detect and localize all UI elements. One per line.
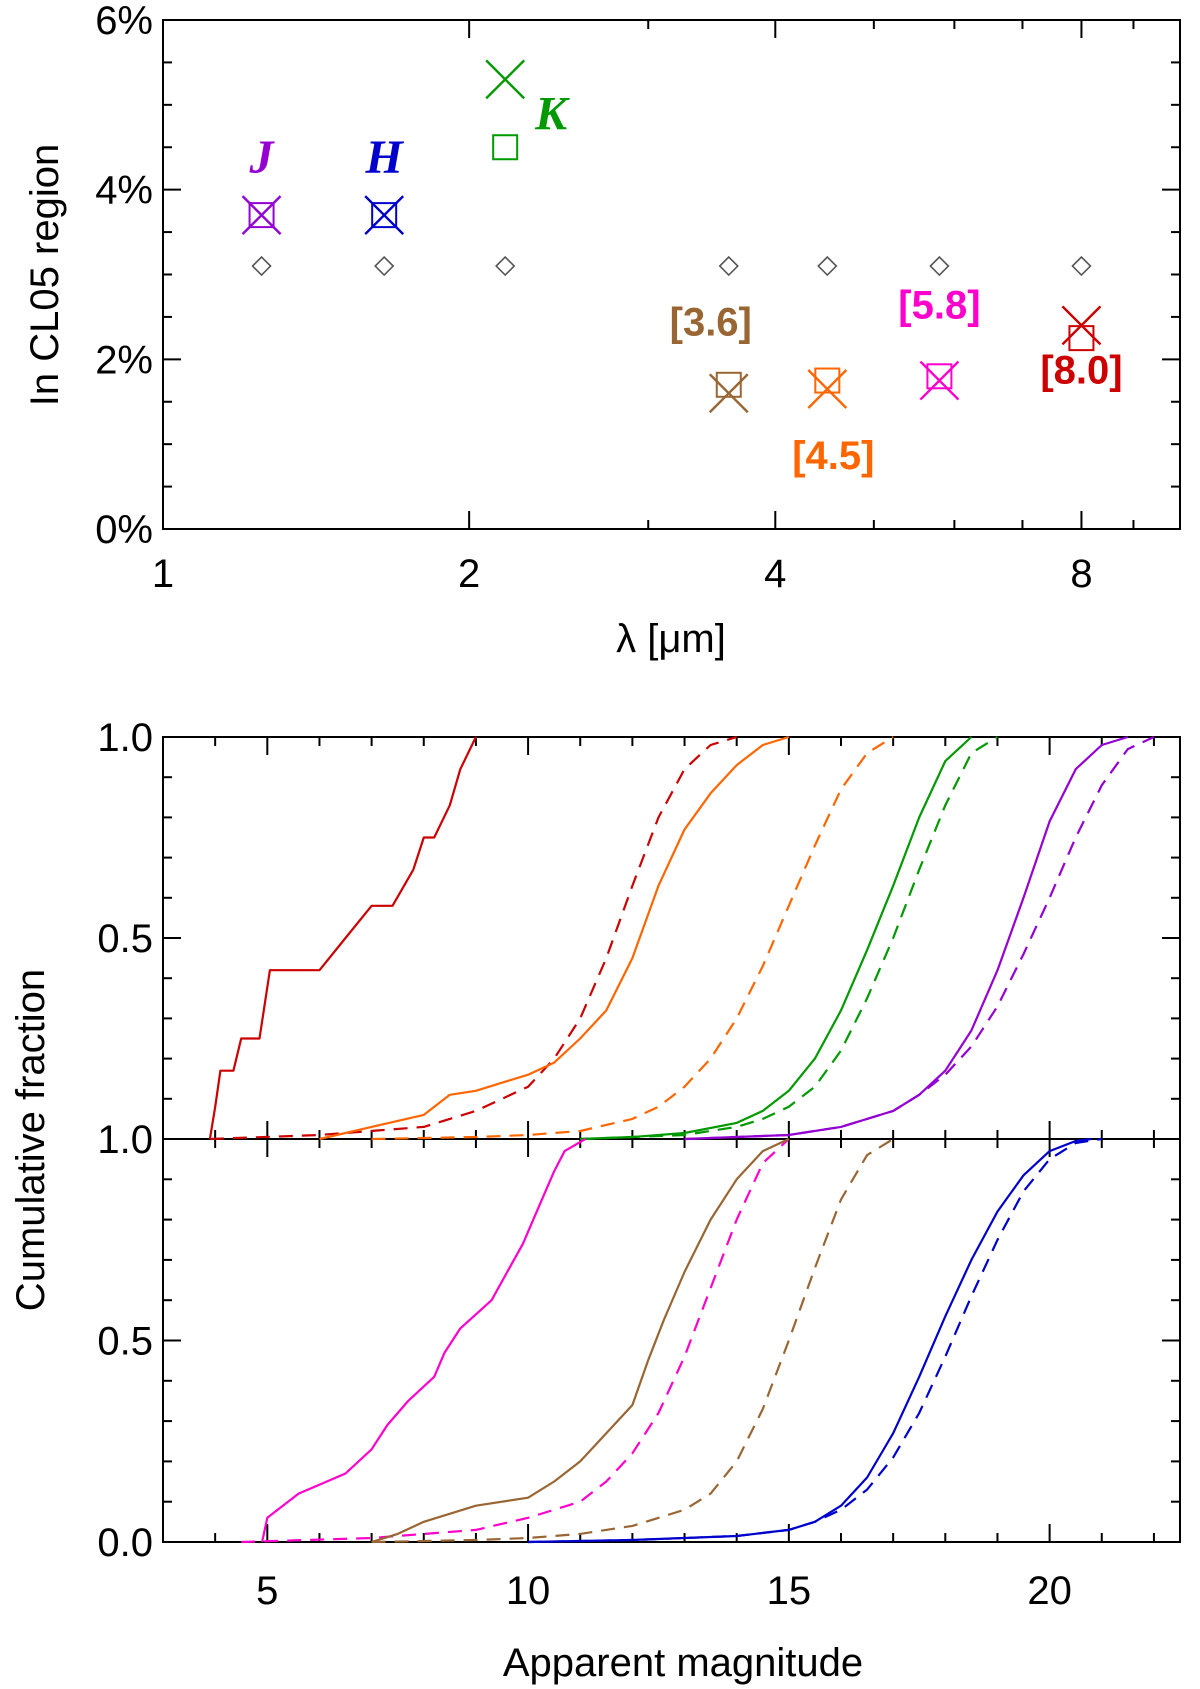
square-marker-45 [814,367,841,394]
top-axis-ticks [162,19,1180,530]
cumulative-fraction-panels: 0.5 1.0 0.0 0.5 1.0 5 10 15 20 Apparent magnitud… [9,716,1181,1685]
top-x-axis-title: λ [μm] [616,617,726,661]
cross-marker-58 [919,360,960,401]
bottom-x-axis-title: Apparent magnitude [503,1641,863,1685]
baseline-diamond-45 [817,255,838,277]
cdf-curve-45-field [371,736,894,1141]
top-plot-frame [162,19,1181,530]
cdf-axis-tick-labels: 0.5 1.0 0.0 0.5 1.0 5 10 15 20 [97,716,1071,1613]
cdf-curve-80-field [209,735,738,1141]
cross-marker-k [485,59,526,100]
bottom-y-axis-title: Cumulative fraction [9,969,53,1311]
top-y-axis-title: In CL05 region [23,144,67,406]
cdf-curve-45-cluster [319,735,790,1141]
bottom-x-tick-label: 20 [1027,1569,1072,1613]
band-label-j: J [249,131,276,184]
top-x-tick-label: 2 [458,552,480,596]
cdf-curve-80-cluster [208,736,477,1140]
cross-marker-45 [807,369,848,409]
lower-y-tick-label: 1.0 [97,1118,153,1162]
square-marker-36 [715,371,742,398]
cross-marker-80 [1061,305,1102,346]
band-label-36: [3.6] [670,300,752,344]
lower-y-tick-label: 0.0 [97,1521,153,1565]
cdf-curve-h-field [528,1137,1102,1544]
lower-y-tick-label: 0.5 [97,1320,153,1364]
baseline-diamond-36 [718,255,739,277]
band-label-45: [4.5] [792,434,874,478]
band-label-k: K [534,87,570,140]
band-label-58: [5.8] [898,284,980,328]
cdf-curve-58-field [241,1138,790,1544]
square-marker-j [248,202,275,229]
bottom-x-tick-label: 10 [506,1569,551,1613]
top-y-tick-label: 4% [95,169,153,213]
top-plot-markers: J H K [3.6] [4.5] [5.8] [8.0] [241,59,1123,478]
band-label-80: [8.0] [1040,348,1122,392]
cross-marker-j [241,195,282,235]
cdf-curve-j-cluster [684,735,1129,1141]
upper-y-tick-label: 1.0 [97,716,153,760]
baseline-diamond-k [495,255,516,277]
top-x-tick-label: 4 [764,552,786,596]
baseline-diamond-58 [929,255,950,277]
band-label-h: H [365,131,405,184]
top-x-tick-label: 8 [1070,552,1092,596]
top-y-tick-label: 0% [95,508,153,552]
baseline-diamond-h [374,255,395,277]
top-y-tick-label: 2% [95,338,153,382]
square-marker-k [492,134,519,161]
cross-marker-36 [708,373,749,414]
cdf-curve-h-cluster [528,1137,1092,1544]
top-x-tick-label: 1 [152,552,174,596]
square-marker-h [371,202,398,229]
upper-cdf-frame [162,736,1181,1140]
bottom-x-tick-label: 15 [767,1569,812,1613]
square-marker-80 [1068,325,1095,352]
cdf-curve-36-field [371,1138,894,1544]
upper-y-tick-label: 0.5 [97,917,153,961]
cdf-curve-k-cluster [580,736,973,1141]
cdf-axis-ticks [163,736,1180,1543]
baseline-diamond-j [251,255,272,277]
top-y-tick-label: 6% [95,0,153,43]
wavelength-fraction-panel: 1 2 4 8 0% 2% 4% 6% J H K [3.6] [4.5] [5.8] [8.0] λ [… [23,0,1181,661]
cdf-curve-k-field [580,736,999,1141]
bottom-x-tick-label: 5 [256,1569,278,1613]
cdf-curve-58-cluster [261,1138,586,1543]
baseline-diamond-80 [1071,255,1092,277]
cdf-curve-36-cluster [371,1138,790,1544]
cross-marker-h [364,195,405,235]
cdf-curves [208,735,1155,1544]
cdf-curve-j-field [684,736,1155,1141]
lower-cdf-frame [162,1138,1181,1543]
square-marker-58 [926,363,953,390]
top-axis-tick-labels: 1 2 4 8 0% 2% 4% 6% [95,0,1092,596]
